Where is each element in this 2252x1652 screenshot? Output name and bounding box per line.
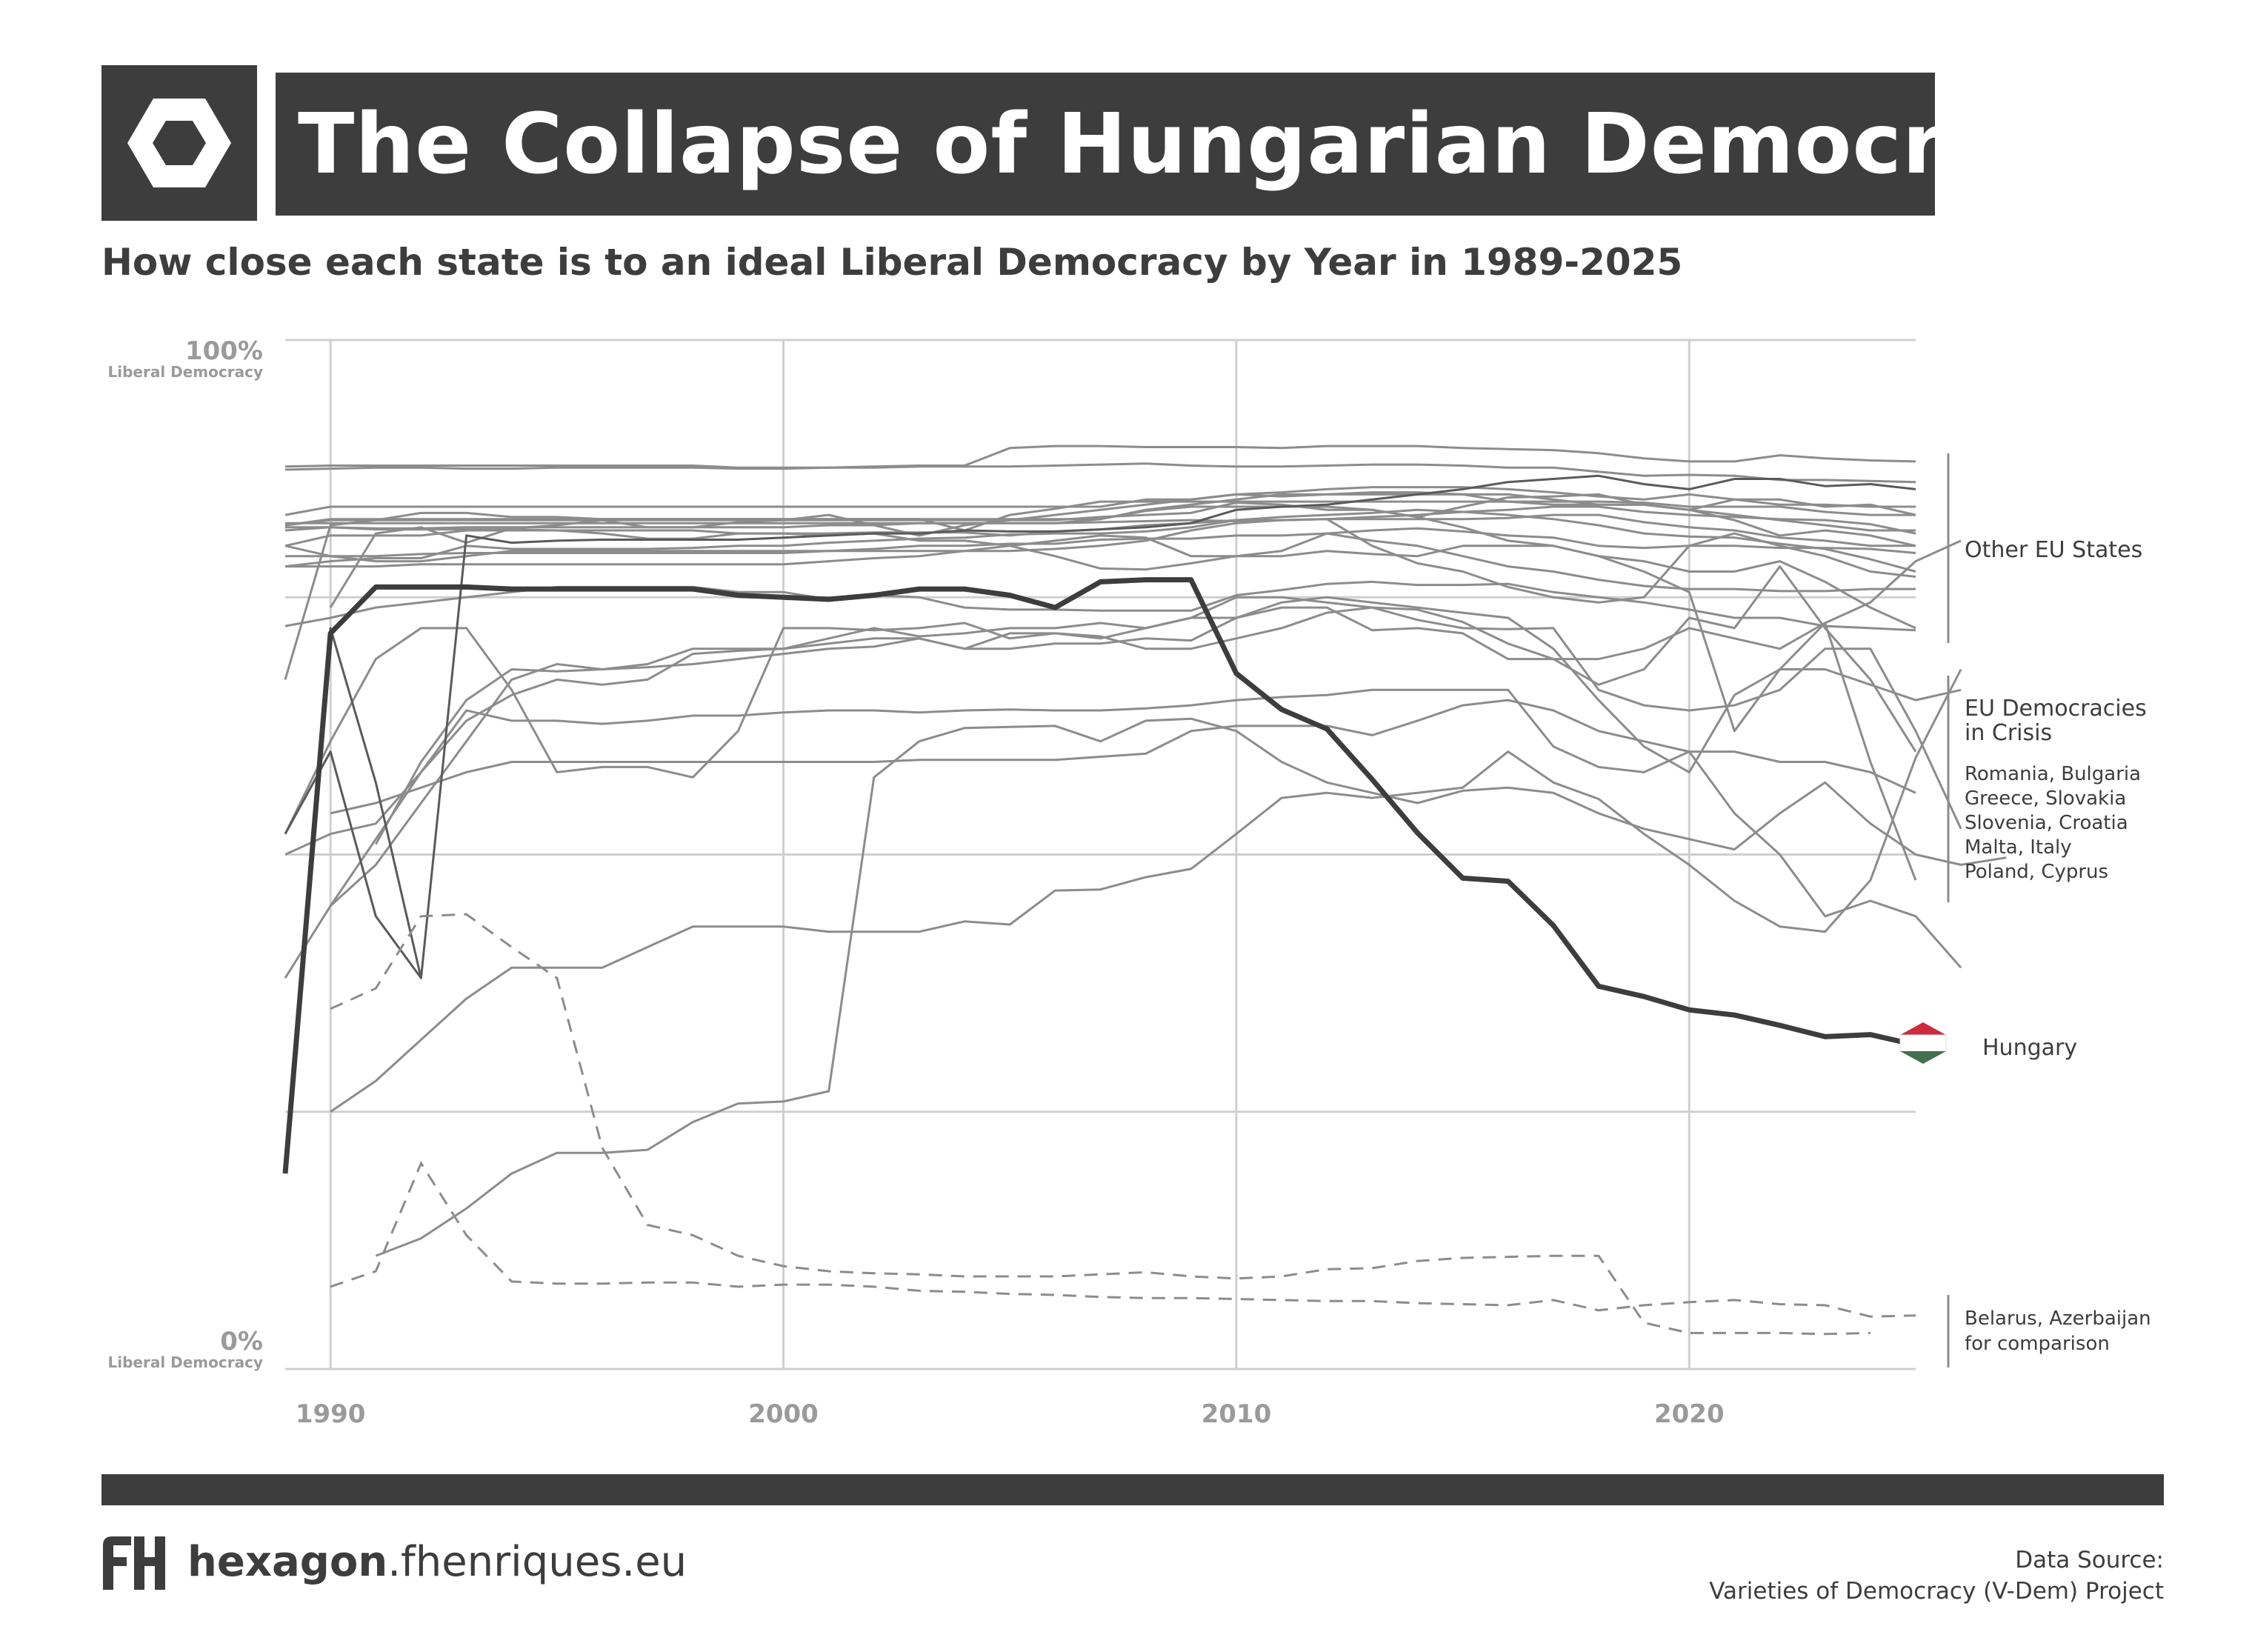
data-source-name: Varieties of Democracy (V-Dem) Project bbox=[1709, 1578, 2164, 1605]
data-source-label: Data Source: bbox=[2015, 1547, 2164, 1573]
crisis-series-line bbox=[330, 668, 1962, 1113]
crisis-title-line-1: EU Democracies bbox=[1965, 696, 2147, 722]
crisis-series-line bbox=[284, 565, 1917, 979]
crisis-member-2: Greece, Slovakia bbox=[1965, 787, 2126, 810]
other-eu-label: Other EU States bbox=[1965, 537, 2142, 563]
x-tick-label: 1990 bbox=[296, 1399, 366, 1429]
crisis-member-1: Romania, Bulgaria bbox=[1965, 763, 2141, 785]
hungary-label: Hungary bbox=[1982, 1035, 2077, 1061]
brand[interactable]: hexagon.fhenriques.eu bbox=[101, 1532, 687, 1591]
x-tick-label: 2000 bbox=[748, 1399, 819, 1429]
line-chart: 100% Liberal Democracy 0% Liberal Democr… bbox=[107, 336, 2151, 1429]
eu-series-line bbox=[284, 493, 1916, 547]
comparison-label-line-2: for comparison bbox=[1965, 1333, 2110, 1355]
eu-series-line bbox=[284, 500, 1916, 680]
eu-series-line bbox=[285, 532, 1916, 593]
y-axis-bottom-sublabel: Liberal Democracy bbox=[107, 1353, 263, 1371]
crisis-series-line bbox=[374, 596, 1962, 845]
hungary-series-line bbox=[282, 577, 1916, 1174]
hexagon-icon bbox=[127, 99, 231, 187]
x-tick-label: 2010 bbox=[1202, 1399, 1272, 1429]
brand-name-bold: hexagon bbox=[187, 1537, 388, 1586]
crisis-series-line bbox=[375, 717, 2007, 1257]
comparison-series-line bbox=[330, 1160, 1916, 1318]
comparison-lines bbox=[330, 913, 1916, 1336]
y-axis-top-sublabel: Liberal Democracy bbox=[107, 363, 263, 381]
page-title: The Collapse of Hungarian Democracy bbox=[298, 96, 2106, 193]
hungary-flag-icon bbox=[1899, 1022, 1947, 1064]
chart-subtitle: How close each state is to an ideal Libe… bbox=[101, 241, 1683, 284]
eu-series-line bbox=[285, 526, 1916, 630]
chart-grid bbox=[285, 339, 1916, 1370]
eu-series-line bbox=[284, 444, 1916, 469]
brand-name-domain: .fhenriques.eu bbox=[387, 1537, 687, 1586]
y-axis-bottom-label: 0% bbox=[220, 1327, 263, 1356]
y-axis-top-label: 100% bbox=[185, 336, 263, 366]
eu-series-line bbox=[284, 513, 1916, 547]
crisis-member-3: Slovenia, Croatia bbox=[1965, 812, 2128, 834]
data-source: Data Source: Varieties of Democracy (V-D… bbox=[1709, 1545, 2164, 1607]
eu-series-line bbox=[284, 505, 1916, 568]
footer-bar bbox=[101, 1474, 2164, 1505]
hungary-line-group bbox=[282, 577, 1916, 1174]
eu-series-line bbox=[284, 518, 1916, 604]
outlier-series-line bbox=[284, 474, 1916, 979]
brand-name: hexagon.fhenriques.eu bbox=[187, 1538, 687, 1586]
crisis-member-5: Poland, Cyprus bbox=[1965, 861, 2108, 883]
crisis-series-line bbox=[284, 688, 1916, 856]
fh-logo-icon bbox=[103, 1536, 165, 1590]
comparison-label-line-1: Belarus, Azerbaijan bbox=[1965, 1308, 2151, 1330]
crisis-series-line bbox=[330, 699, 1962, 969]
title-banner: The Collapse of Hungarian Democracy bbox=[276, 73, 2105, 216]
crisis-series-line bbox=[284, 606, 1917, 881]
comparison-series-line bbox=[330, 913, 1870, 1336]
eu-series-line bbox=[284, 486, 1916, 516]
crisis-series-line bbox=[330, 606, 1962, 907]
eu-series-line bbox=[285, 527, 1916, 558]
x-tick-labels: 1990 2000 2010 2020 bbox=[296, 1399, 1725, 1429]
crisis-member-4: Malta, Italy bbox=[1965, 836, 2072, 859]
eu-series-line bbox=[284, 462, 1916, 484]
crisis-lines bbox=[284, 565, 2007, 1257]
logo-badge bbox=[101, 65, 257, 221]
x-tick-label: 2020 bbox=[1654, 1399, 1725, 1429]
crisis-title-line-2: in Crisis bbox=[1965, 720, 2052, 746]
